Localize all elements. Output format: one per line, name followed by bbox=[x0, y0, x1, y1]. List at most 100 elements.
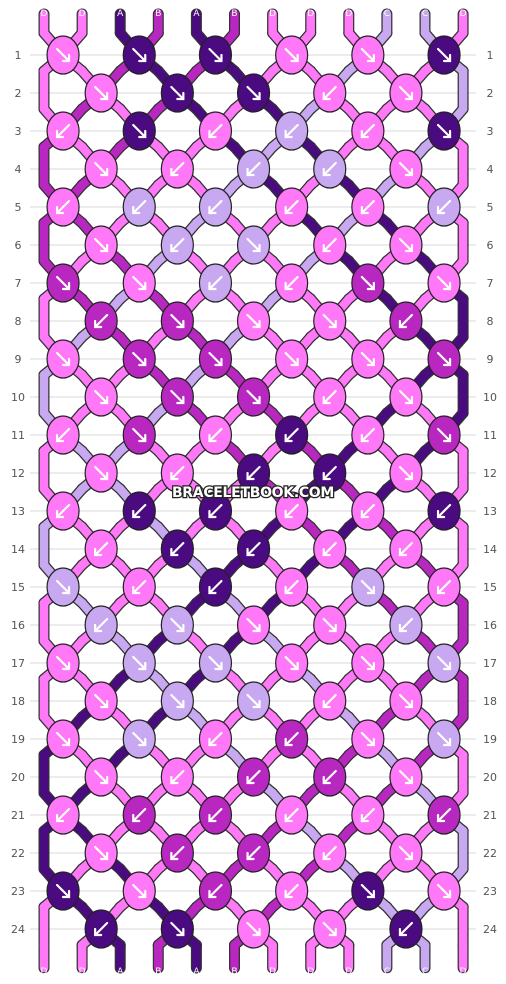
arrow-down-right-icon bbox=[246, 693, 261, 709]
knot bbox=[427, 263, 461, 303]
knot bbox=[427, 643, 461, 683]
arrow-down-right-icon bbox=[208, 351, 223, 367]
row-label-right: 12 bbox=[483, 467, 497, 480]
knot bbox=[389, 757, 423, 797]
arrow-down-left-icon bbox=[284, 123, 299, 139]
knot bbox=[46, 491, 80, 531]
arrow-down-right-icon bbox=[94, 85, 109, 101]
knot bbox=[198, 415, 233, 455]
row-label-right: 20 bbox=[483, 771, 497, 784]
arrow-down-right-icon bbox=[360, 579, 375, 595]
arrow-down-right-icon bbox=[398, 693, 414, 709]
row-label-left: 3 bbox=[15, 125, 22, 138]
strand-label-top: A bbox=[117, 9, 124, 19]
knot bbox=[427, 719, 461, 759]
knot bbox=[313, 73, 347, 113]
arrow-down-left-icon bbox=[322, 465, 337, 481]
knot bbox=[351, 35, 385, 75]
knot bbox=[160, 681, 194, 721]
knot bbox=[389, 73, 423, 113]
knot bbox=[236, 149, 271, 189]
row-label-left: 9 bbox=[15, 353, 22, 366]
arrow-down-right-icon bbox=[208, 655, 223, 671]
knot bbox=[351, 415, 385, 455]
knot bbox=[236, 453, 271, 493]
knot bbox=[198, 643, 233, 683]
knot bbox=[198, 871, 233, 911]
knot bbox=[160, 833, 194, 873]
knot bbox=[160, 529, 194, 569]
row-label-right: 24 bbox=[483, 923, 497, 936]
arrow-down-left-icon bbox=[398, 921, 414, 937]
arrow-down-right-icon bbox=[170, 313, 185, 329]
row-label-left: 4 bbox=[15, 163, 22, 176]
arrow-down-right-icon bbox=[55, 47, 71, 63]
knot bbox=[275, 643, 309, 683]
row-label-right: 5 bbox=[487, 201, 494, 214]
arrow-down-left-icon bbox=[208, 807, 223, 823]
knot bbox=[160, 605, 194, 645]
arrow-down-left-icon bbox=[208, 503, 223, 519]
strand-label-top: C bbox=[422, 9, 428, 19]
arrow-down-right-icon bbox=[398, 465, 414, 481]
knot bbox=[427, 415, 461, 455]
arrow-down-left-icon bbox=[322, 389, 337, 405]
knot bbox=[46, 871, 80, 911]
row-label-left: 2 bbox=[15, 87, 22, 100]
knot bbox=[427, 187, 461, 227]
knot bbox=[84, 605, 118, 645]
arrow-down-right-icon bbox=[360, 351, 375, 367]
arrow-down-left-icon bbox=[170, 769, 185, 785]
arrow-down-left-icon bbox=[132, 579, 147, 595]
knot bbox=[275, 871, 309, 911]
watermark-text: BRACELETBOOK.COM bbox=[172, 485, 334, 501]
strand-label-bottom: C bbox=[384, 967, 390, 977]
strand-label-bottom: D bbox=[41, 967, 48, 977]
knot bbox=[84, 453, 118, 493]
arrow-down-left-icon bbox=[398, 313, 414, 329]
knot bbox=[351, 795, 385, 835]
strand-label-top: B bbox=[155, 9, 161, 19]
row-label-right: 23 bbox=[483, 885, 497, 898]
arrow-down-left-icon bbox=[322, 237, 337, 253]
knot bbox=[351, 491, 385, 531]
arrow-down-right-icon bbox=[284, 351, 299, 367]
knot bbox=[122, 111, 156, 151]
row-label-left: 7 bbox=[15, 277, 22, 290]
knot bbox=[84, 833, 118, 873]
arrow-down-right-icon bbox=[170, 617, 185, 633]
arrow-down-right-icon bbox=[436, 123, 452, 139]
knot bbox=[84, 529, 118, 569]
knot bbox=[46, 187, 80, 227]
knot bbox=[313, 453, 347, 493]
row-label-right: 11 bbox=[483, 429, 497, 442]
arrow-down-left-icon bbox=[55, 199, 71, 215]
arrow-down-right-icon bbox=[132, 351, 147, 367]
row-label-left: 5 bbox=[15, 201, 22, 214]
arrow-down-left-icon bbox=[246, 465, 261, 481]
knot bbox=[122, 719, 156, 759]
arrow-down-right-icon bbox=[360, 883, 375, 899]
knot bbox=[427, 111, 461, 151]
arrow-down-left-icon bbox=[322, 541, 337, 557]
knot bbox=[389, 833, 423, 873]
knot bbox=[427, 795, 461, 835]
knot bbox=[313, 149, 347, 189]
knot bbox=[84, 301, 118, 341]
arrow-down-right-icon bbox=[94, 693, 109, 709]
knot bbox=[275, 491, 309, 531]
strand-label-bottom: C bbox=[422, 967, 428, 977]
arrow-down-left-icon bbox=[208, 427, 223, 443]
arrow-down-right-icon bbox=[322, 617, 337, 633]
row-label-left: 13 bbox=[11, 505, 25, 518]
arrow-down-right-icon bbox=[55, 351, 71, 367]
knot bbox=[198, 339, 233, 379]
arrow-down-right-icon bbox=[208, 47, 223, 63]
arrow-down-left-icon bbox=[170, 541, 185, 557]
arrow-down-left-icon bbox=[360, 199, 375, 215]
arrow-down-left-icon bbox=[170, 237, 185, 253]
knot bbox=[198, 491, 233, 531]
